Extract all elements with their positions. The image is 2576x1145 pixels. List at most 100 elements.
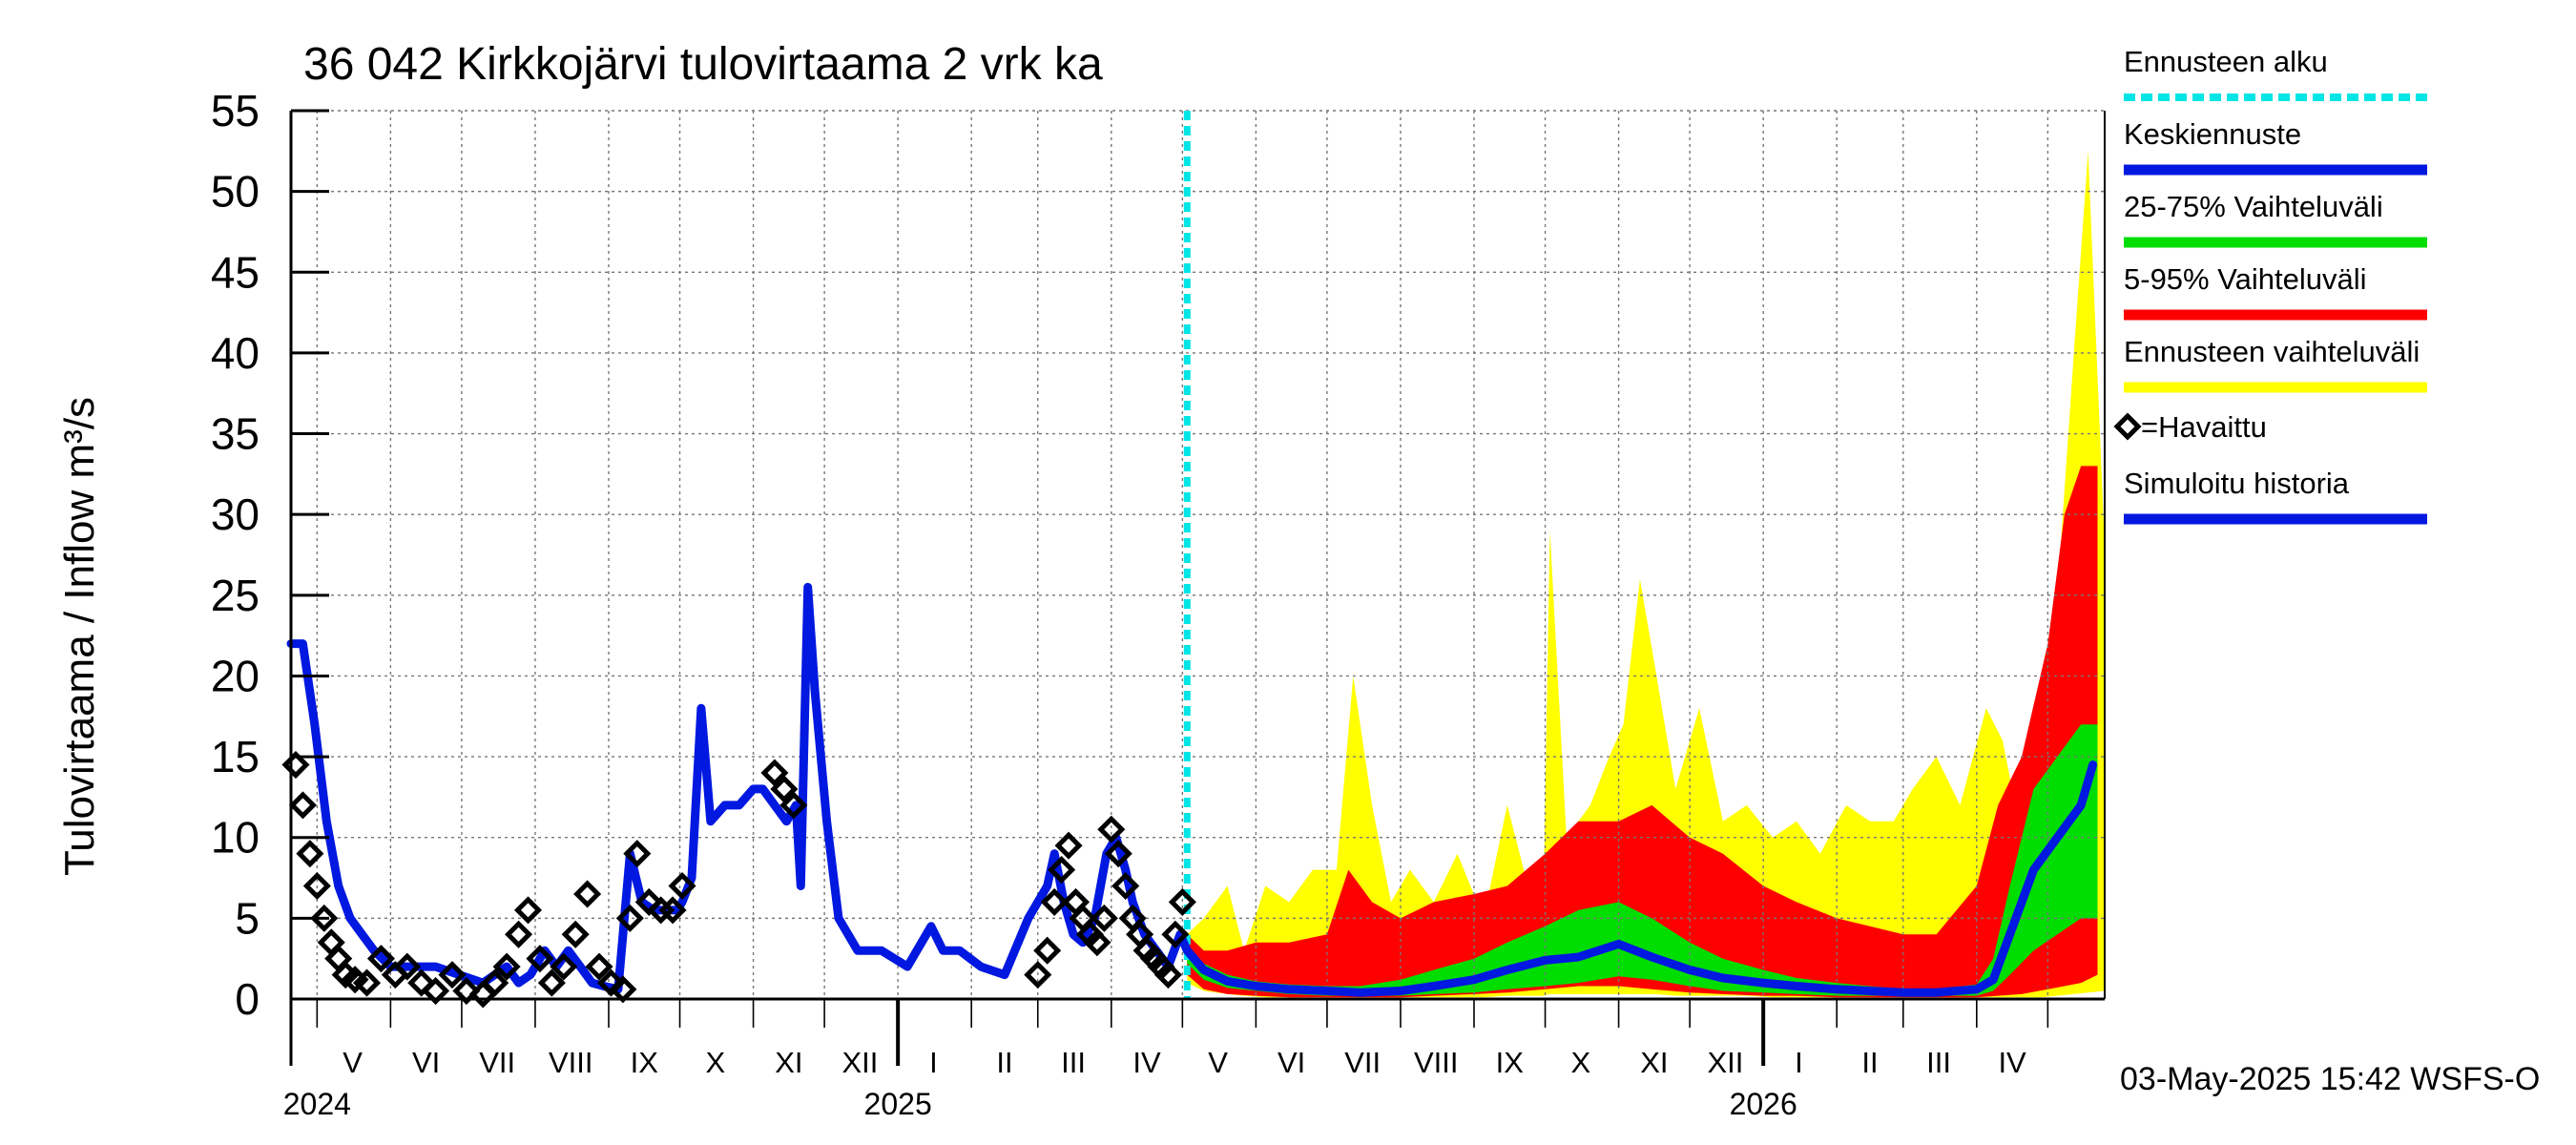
month-label: IX — [1496, 1046, 1525, 1079]
year-label: 2025 — [864, 1087, 932, 1121]
observed-point — [770, 775, 799, 803]
observed-point — [1054, 831, 1083, 860]
observed-point — [481, 968, 509, 997]
legend-marker-havaittu — [2113, 412, 2142, 441]
y-tick-label: 45 — [211, 247, 260, 297]
observed-point — [1048, 856, 1076, 885]
month-label: IV — [1998, 1046, 2026, 1079]
observed-point — [615, 904, 644, 932]
y-tick-label: 55 — [211, 86, 260, 135]
axes — [289, 111, 2106, 1066]
month-label: IX — [631, 1046, 659, 1079]
y-tick-label: 40 — [211, 328, 260, 378]
observed-point — [526, 945, 554, 973]
y-tick-label: 10 — [211, 813, 260, 863]
month-label: IV — [1132, 1046, 1161, 1079]
month-label: II — [1861, 1046, 1878, 1079]
y-tick-label: 15 — [211, 732, 260, 781]
y-tick-label: 5 — [235, 893, 260, 943]
observed-point — [779, 791, 808, 820]
observed-point — [1104, 840, 1132, 868]
y-axis-label: Tulovirtaama / Inflow m³/s — [56, 397, 103, 876]
observed-point — [1024, 961, 1052, 989]
observed-point — [288, 791, 317, 820]
observed-point — [422, 977, 450, 1006]
year-label: 2024 — [283, 1087, 351, 1121]
observed-point — [1161, 920, 1190, 948]
observed-point — [393, 952, 422, 981]
footer-timestamp: 03-May-2025 15:42 WSFS-O — [2120, 1061, 2540, 1097]
observed-point — [1040, 887, 1069, 916]
legend: Ennusteen alku Keskiennuste 25-75% Vaihtel… — [2113, 45, 2427, 525]
observed-point — [505, 920, 533, 948]
forecast-bands — [1187, 151, 2105, 998]
observed-point — [760, 759, 789, 787]
observed-point — [561, 920, 590, 948]
observed-point — [513, 896, 543, 925]
month-label: VII — [1344, 1046, 1381, 1079]
y-axis-ticks: 0 5 10 15 20 25 30 35 40 45 50 55 — [211, 86, 329, 1024]
observed-point — [302, 871, 331, 901]
month-label: I — [929, 1046, 938, 1079]
month-label: X — [1570, 1046, 1590, 1079]
month-label: V — [1208, 1046, 1228, 1079]
series-simuloitu-historia — [286, 582, 1192, 994]
chart-title: 36 042 Kirkkojärvi tulovirtaama 2 vrk ka — [303, 39, 1103, 90]
observed-point — [573, 880, 602, 908]
month-label: VII — [479, 1046, 515, 1079]
observed-point — [452, 977, 481, 1006]
observed-point — [281, 751, 310, 780]
observed-point — [1111, 871, 1140, 901]
observed-point — [1153, 961, 1182, 989]
month-label: I — [1795, 1046, 1803, 1079]
legend-label-ennusteen-alku: Ennusteen alku — [2124, 45, 2328, 78]
observed-point — [438, 961, 467, 989]
month-label: III — [1926, 1046, 1951, 1079]
month-label: XI — [775, 1046, 802, 1079]
observed-point — [537, 968, 566, 997]
y-tick-label: 30 — [211, 489, 260, 539]
observed-point — [658, 896, 687, 925]
legend-label-keskiennuste: Keskiennuste — [2124, 117, 2301, 151]
legend-label-ennusteen-vaihteluv-li: Ennusteen vaihteluväli — [2124, 335, 2420, 368]
legend-label-5-95-vaihteluv-li: 5-95% Vaihteluväli — [2124, 262, 2366, 296]
month-label: VI — [412, 1046, 440, 1079]
observed-point — [668, 871, 696, 901]
y-tick-label: 0 — [235, 974, 260, 1024]
y-tick-label: 50 — [211, 167, 260, 217]
legend-label-havaittu: =Havaittu — [2141, 410, 2267, 444]
series-keskiennuste — [1182, 760, 2098, 997]
month-label: X — [705, 1046, 725, 1079]
observed-point — [1033, 936, 1062, 965]
month-label: XI — [1640, 1046, 1668, 1079]
legend-label-simuloitu-historia: Simuloitu historia — [2124, 467, 2350, 500]
band-25-75-vaihteluv-li — [1187, 724, 2098, 996]
observed-point — [623, 840, 652, 868]
month-label: VI — [1278, 1046, 1305, 1079]
observed-point — [634, 887, 663, 916]
month-label: VIII — [1414, 1046, 1459, 1079]
x-axis-labels: V VI VII VIII IX X XI XII I II III IV V VI VII VIII IX X X… — [283, 1046, 2026, 1121]
series-lines — [286, 582, 2098, 997]
observed-point — [310, 904, 339, 932]
month-label: XII — [1707, 1046, 1743, 1079]
observed-point — [1168, 887, 1196, 916]
y-tick-label: 35 — [211, 409, 260, 459]
observed-point — [407, 968, 436, 997]
observed-point — [596, 968, 626, 997]
month-label: XII — [841, 1046, 878, 1079]
observed-point — [585, 952, 613, 981]
observed-point — [296, 840, 324, 868]
year-label: 2026 — [1730, 1087, 1797, 1121]
month-label: II — [996, 1046, 1012, 1079]
observed-point — [1090, 904, 1118, 932]
month-label: V — [343, 1046, 363, 1079]
observed-point — [1083, 928, 1111, 957]
month-label: III — [1061, 1046, 1086, 1079]
observed-point — [550, 952, 578, 981]
y-tick-label: 20 — [211, 651, 260, 700]
legend-label-25-75-vaihteluv-li: 25-75% Vaihteluväli — [2124, 190, 2383, 223]
y-tick-label: 25 — [211, 571, 260, 620]
observed-point — [1097, 815, 1126, 843]
